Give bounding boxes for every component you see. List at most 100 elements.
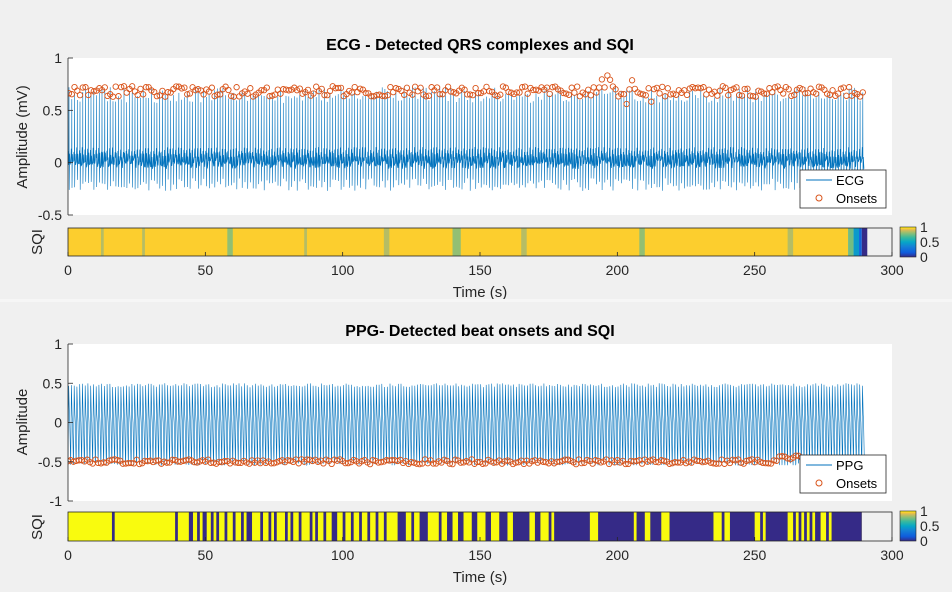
onset-marker	[461, 86, 468, 93]
onset-marker	[186, 90, 194, 97]
sqi-segment	[447, 512, 453, 541]
ecg-xlabel: Time (s)	[453, 284, 507, 301]
onset-marker	[221, 457, 228, 465]
x-tick-label: 100	[331, 547, 355, 563]
sqi-segment	[342, 512, 346, 541]
sqi-segment	[188, 512, 193, 541]
onset-marker	[277, 90, 284, 97]
sqi-segment	[260, 512, 264, 541]
onset-marker	[598, 76, 606, 83]
onset-marker	[601, 84, 608, 91]
onset-marker	[444, 83, 452, 90]
sqi-segment	[815, 512, 821, 541]
sqi-segment	[729, 512, 755, 541]
onset-marker	[652, 458, 659, 466]
onset-marker	[685, 458, 692, 465]
onset-marker	[666, 460, 673, 467]
onset-marker	[823, 90, 831, 97]
onset-marker	[152, 457, 160, 464]
onset-marker	[263, 84, 270, 91]
onset-marker	[486, 87, 493, 95]
onset-marker	[216, 91, 224, 98]
onset-marker	[468, 456, 475, 463]
x-tick-label: 200	[606, 547, 630, 563]
onset-marker	[644, 458, 651, 465]
onset-marker	[430, 460, 437, 467]
onset-marker	[765, 460, 772, 467]
onset-marker	[490, 459, 497, 466]
onset-marker	[479, 460, 486, 467]
ppg-title: PPG- Detected beat onsets and SQI	[345, 323, 614, 340]
onset-marker	[472, 84, 479, 92]
onset-marker	[574, 83, 581, 90]
onset-marker	[162, 93, 169, 100]
onset-marker	[746, 457, 753, 464]
x-tick-label: 150	[468, 547, 492, 563]
sqi-segment	[290, 512, 294, 541]
onset-marker	[82, 84, 89, 91]
sqi-segment	[787, 228, 794, 256]
onset-marker	[672, 91, 680, 98]
onset-marker	[549, 84, 556, 91]
onset-marker	[76, 91, 84, 99]
sqi-base	[68, 512, 862, 541]
onset-marker	[769, 89, 776, 96]
ecg-title: ECG - Detected QRS complexes and SQI	[326, 37, 634, 54]
onset-marker	[802, 90, 809, 97]
x-tick-label: 200	[606, 262, 630, 278]
y-tick-label: 0.5	[43, 375, 63, 391]
y-tick-label: -0.5	[38, 207, 62, 223]
onset-marker	[173, 83, 180, 90]
colorbar-tick-label: 0	[920, 249, 928, 265]
sqi-segment	[100, 228, 104, 256]
sqi-segment	[367, 512, 371, 541]
onset-marker	[270, 460, 278, 467]
sqi-segment	[315, 512, 318, 541]
onset-marker	[633, 457, 640, 465]
sqi-segment	[419, 512, 428, 541]
onset-marker	[184, 91, 191, 98]
legend-ppg-onsets-label: Onsets	[836, 476, 878, 491]
signal-line	[68, 87, 865, 191]
onset-marker	[351, 83, 358, 91]
sqi-segment	[458, 512, 464, 541]
colorbar-tick-label: 0.5	[920, 234, 940, 250]
onset-marker	[304, 86, 312, 94]
onset-marker	[532, 86, 540, 93]
onset-marker	[639, 91, 647, 98]
onset-marker	[384, 91, 391, 99]
onset-marker	[129, 83, 136, 90]
legend-ppg-label: PPG	[836, 458, 863, 473]
onset-marker	[812, 90, 820, 97]
ecg-x-ticks: 0 50 100 150 200 250 300	[64, 252, 904, 278]
onset-marker	[140, 91, 147, 98]
onset-marker	[760, 90, 768, 97]
onset-marker	[725, 92, 732, 99]
y-tick-label: -1	[50, 493, 63, 509]
onset-marker	[369, 456, 377, 464]
sqi-segment	[551, 512, 555, 541]
ppg-panel: PPG- Detected beat onsets and SQI -1 -0.5…	[14, 323, 940, 586]
sqi-segment	[861, 228, 868, 256]
onset-marker	[90, 88, 97, 95]
onset-marker	[101, 84, 108, 91]
onset-marker	[815, 83, 823, 90]
onset-marker	[469, 91, 476, 99]
sqi-segment	[224, 512, 228, 541]
sqi-segment	[232, 512, 236, 541]
sqi-segment	[499, 512, 508, 541]
onset-marker	[243, 459, 250, 466]
onset-marker	[617, 90, 625, 98]
onset-marker	[516, 89, 523, 96]
legend-ecg-label: ECG	[836, 173, 864, 188]
sqi-segment	[859, 228, 862, 256]
sqi-segment	[175, 512, 178, 541]
onset-marker	[321, 91, 328, 99]
onset-marker	[235, 459, 242, 467]
onset-marker	[452, 456, 459, 463]
onset-marker	[513, 89, 520, 96]
ecg-plot-area	[68, 72, 866, 191]
sqi-segment	[197, 512, 200, 541]
sqi-segment	[650, 512, 662, 541]
